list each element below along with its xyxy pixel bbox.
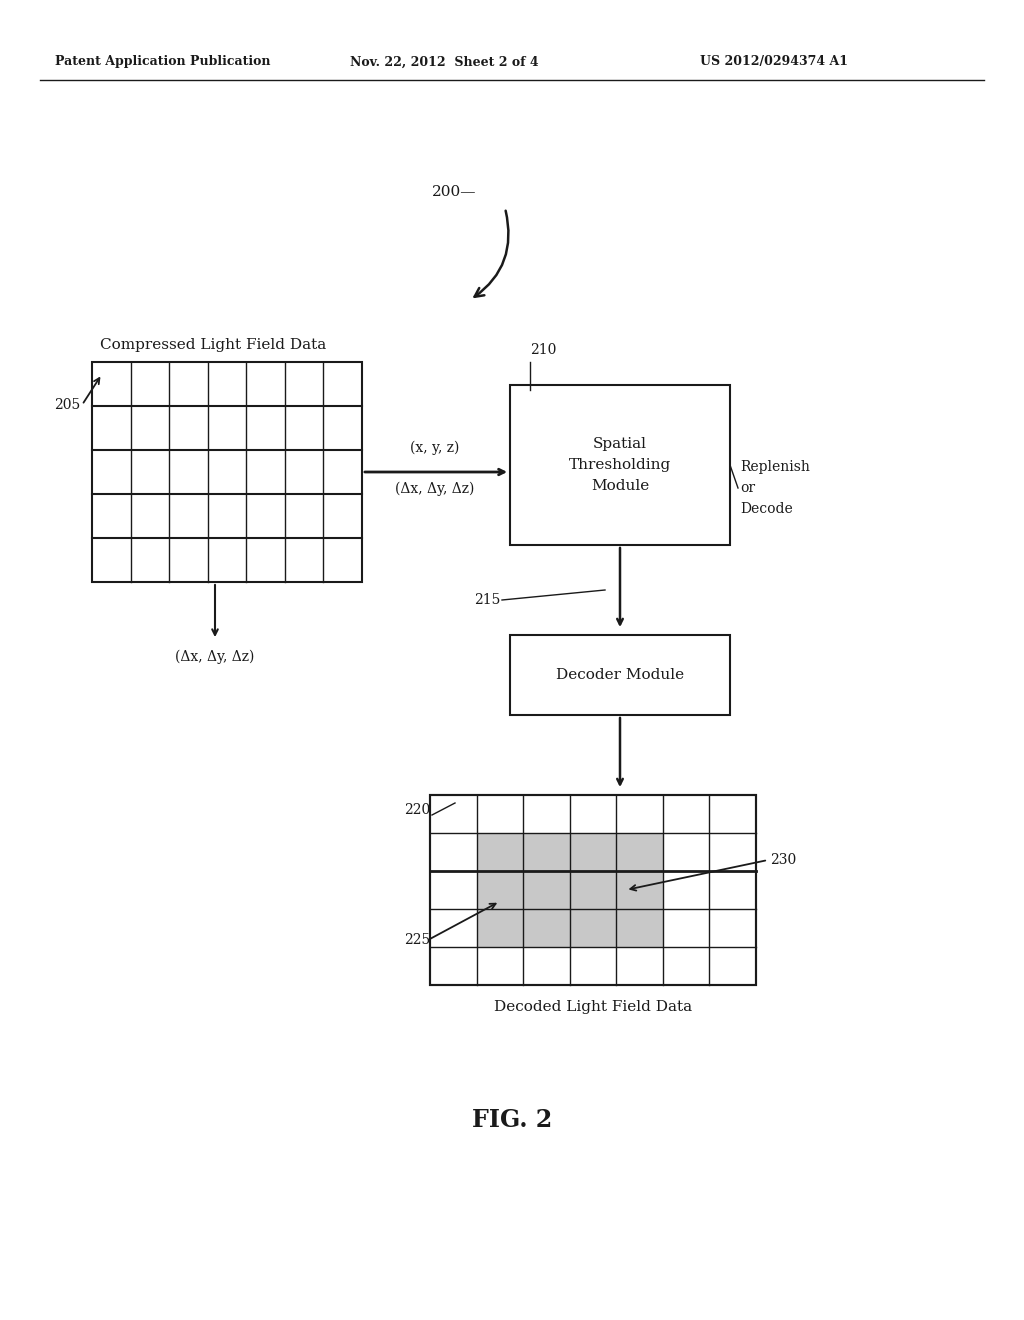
- Text: Decoded Light Field Data: Decoded Light Field Data: [494, 1001, 692, 1014]
- Bar: [523, 909, 569, 946]
- Bar: [430, 795, 756, 985]
- Text: 220: 220: [403, 803, 430, 817]
- Text: 215: 215: [474, 593, 500, 607]
- Text: (x, y, z): (x, y, z): [411, 441, 460, 455]
- Bar: [476, 833, 523, 871]
- Text: 200—: 200—: [432, 185, 476, 199]
- Text: Compressed Light Field Data: Compressed Light Field Data: [100, 338, 327, 352]
- Bar: [616, 833, 663, 871]
- Text: US 2012/0294374 A1: US 2012/0294374 A1: [700, 55, 848, 69]
- Bar: [523, 833, 569, 871]
- Text: 230: 230: [770, 853, 797, 867]
- Bar: [616, 871, 663, 909]
- Text: (Δx, Δy, Δz): (Δx, Δy, Δz): [395, 482, 475, 496]
- Bar: [92, 362, 362, 582]
- Text: Nov. 22, 2012  Sheet 2 of 4: Nov. 22, 2012 Sheet 2 of 4: [350, 55, 539, 69]
- Bar: [476, 909, 523, 946]
- Bar: [569, 871, 616, 909]
- Text: Spatial
Thresholding
Module: Spatial Thresholding Module: [569, 437, 671, 492]
- Bar: [430, 795, 756, 985]
- Text: Replenish
or
Decode: Replenish or Decode: [740, 461, 810, 516]
- Bar: [510, 385, 730, 545]
- Bar: [616, 909, 663, 946]
- Text: Decoder Module: Decoder Module: [556, 668, 684, 682]
- Bar: [510, 635, 730, 715]
- Text: 205: 205: [53, 399, 80, 412]
- FancyArrowPatch shape: [474, 211, 509, 297]
- Bar: [569, 833, 616, 871]
- Bar: [476, 871, 523, 909]
- Text: 210: 210: [530, 343, 556, 356]
- Text: 225: 225: [403, 933, 430, 946]
- Text: Patent Application Publication: Patent Application Publication: [55, 55, 270, 69]
- Bar: [569, 909, 616, 946]
- Bar: [523, 871, 569, 909]
- Text: FIG. 2: FIG. 2: [472, 1107, 552, 1133]
- Text: (Δx, Δy, Δz): (Δx, Δy, Δz): [175, 649, 255, 664]
